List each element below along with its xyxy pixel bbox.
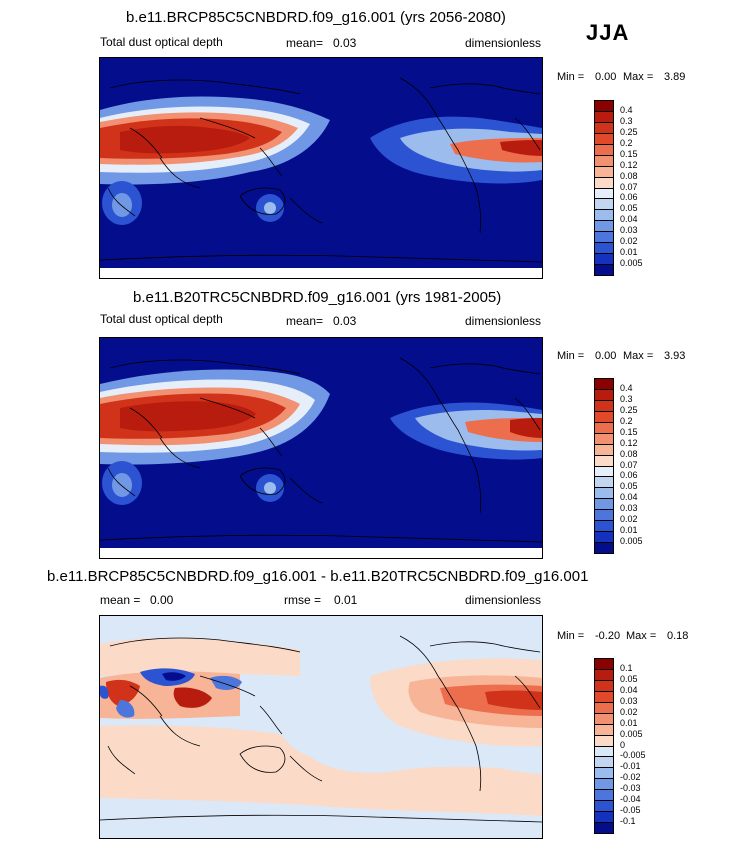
- colorbar-label: 0.03: [620, 225, 638, 236]
- panel-3-mean-value: 0.00: [150, 593, 174, 607]
- dust-plume-australia: [102, 461, 284, 505]
- panel-2-title: b.e11.B20TRC5CNBDRD.f09_g16.001 (yrs 198…: [133, 289, 502, 306]
- colorbar-label: 0.01: [620, 247, 638, 258]
- panel-1-map: [99, 57, 543, 279]
- colorbar-label: 0.15: [620, 426, 638, 437]
- colorbar-label: 0.05: [620, 673, 638, 684]
- colorbar-label: 0: [620, 739, 626, 750]
- dust-plume-atlantic: [390, 402, 542, 460]
- panel-2-mean-value: 0.03: [333, 314, 357, 328]
- colorbar-label: 0.12: [620, 159, 638, 170]
- panel-3-title: b.e11.BRCP85C5CNBDRD.f09_g16.001 - b.e11…: [47, 568, 589, 585]
- dust-plume-africa-asia: [100, 369, 330, 465]
- season-label: JJA: [586, 20, 630, 45]
- panel-3-min-label: Min =: [557, 630, 585, 642]
- colorbar-label: 0.07: [620, 181, 638, 192]
- panel-2-max-label: Max =: [623, 350, 654, 362]
- colorbar-box: [594, 264, 614, 276]
- panel-3-map: [99, 615, 543, 839]
- panel-1-min-label: Min =: [557, 71, 585, 83]
- panel-1-title: b.e11.BRCP85C5CNBDRD.f09_g16.001 (yrs 20…: [126, 9, 506, 26]
- colorbar-label: 0.005: [620, 728, 643, 739]
- panel-2-map: [99, 337, 543, 559]
- colorbar-label: 0.08: [620, 448, 638, 459]
- colorbar-label: 0.25: [620, 126, 638, 137]
- panel-1-mean-value: 0.03: [333, 36, 357, 50]
- colorbar-label: 0.04: [620, 492, 638, 503]
- panel-1-mean-label: mean=: [286, 36, 324, 50]
- coastlines: [100, 357, 542, 543]
- colorbar-label: -0.01: [620, 761, 641, 772]
- colorbar-label: 0.12: [620, 437, 638, 448]
- panel-3-max-label: Max =: [626, 630, 657, 642]
- colorbar-label: 0.4: [620, 104, 633, 115]
- colorbar-label: -0.05: [620, 805, 641, 816]
- panel-2-variable-label: Total dust optical depth: [100, 312, 223, 326]
- colorbar-label: -0.005: [620, 750, 646, 761]
- panel-3-rmse-value: 0.01: [334, 593, 358, 607]
- colorbar-label: 0.02: [620, 236, 638, 247]
- panel-1-variable-label: Total dust optical depth: [100, 35, 223, 49]
- panel-2-colorbar: 0.4 0.3 0.25 0.2 0.15 0.12 0.08 0.07 0.06 0.05 0.0…: [594, 378, 643, 554]
- colorbar-box: [594, 822, 614, 834]
- dust-plume-atlantic: [370, 116, 542, 184]
- colorbar-label: 0.04: [620, 684, 638, 695]
- panel-1-units: dimensionless: [465, 36, 542, 50]
- panel-3-rmse-label: rmse =: [284, 593, 322, 607]
- panel-1-colorbar: 0.4 0.3 0.25 0.2 0.15 0.12 0.08 0.07 0.06 0.05 0.0…: [594, 100, 643, 276]
- difference-dipole-africa-asia: [100, 668, 242, 719]
- panel-1-min-value: 0.00: [595, 71, 617, 83]
- colorbar-label: 0.15: [620, 148, 638, 159]
- colorbar-label: 0.03: [620, 503, 638, 514]
- colorbar-label: -0.1: [620, 816, 636, 827]
- colorbar-label: -0.02: [620, 772, 641, 783]
- panel-2-min-value: 0.00: [595, 350, 617, 362]
- colorbar-box: [594, 542, 614, 554]
- panel-3-max-value: 0.18: [667, 630, 689, 642]
- panel-3-colorbar: 0.1 0.05 0.04 0.03 0.02 0.01 0.005 0 -0.005 -0.01…: [594, 658, 646, 834]
- colorbar-label: 0.005: [620, 536, 643, 547]
- colorbar-label: 0.06: [620, 470, 638, 481]
- panel-3-min-value: -0.20: [595, 630, 621, 642]
- coastlines: [100, 635, 542, 823]
- difference-positive-regions: [100, 637, 542, 816]
- panel-2-mean-label: mean=: [286, 314, 324, 328]
- panel-2-max-value: 3.93: [664, 350, 686, 362]
- colorbar-label: 0.01: [620, 717, 638, 728]
- colorbar-label: 0.05: [620, 481, 638, 492]
- colorbar-label: 0.3: [620, 393, 633, 404]
- panel-1-max-value: 3.89: [664, 71, 686, 83]
- coastlines: [100, 77, 542, 263]
- colorbar-label: 0.02: [620, 514, 638, 525]
- colorbar-label: 0.3: [620, 115, 633, 126]
- colorbar-label: 0.02: [620, 706, 638, 717]
- colorbar-label: 0.01: [620, 525, 638, 536]
- colorbar-label: 0.005: [620, 258, 643, 269]
- colorbar-label: 0.04: [620, 214, 638, 225]
- panel-3-units: dimensionless: [465, 593, 542, 607]
- colorbar-label: -0.04: [620, 794, 641, 805]
- colorbar-label: 0.08: [620, 170, 638, 181]
- panel-2-units: dimensionless: [465, 314, 542, 328]
- panel-3-mean-label: mean =: [100, 593, 141, 607]
- colorbar-label: 0.1: [620, 662, 633, 673]
- panel-1-max-label: Max =: [623, 71, 654, 83]
- colorbar-label: 0.03: [620, 695, 638, 706]
- colorbar-label: 0.25: [620, 404, 638, 415]
- colorbar-label: 0.07: [620, 459, 638, 470]
- colorbar-label: -0.03: [620, 783, 641, 794]
- panel-2-min-label: Min =: [557, 350, 585, 362]
- colorbar-label: 0.2: [620, 137, 633, 148]
- colorbar-label: 0.06: [620, 192, 638, 203]
- colorbar-label: 0.4: [620, 382, 633, 393]
- dust-plume-africa-asia: [100, 96, 330, 185]
- colorbar-label: 0.05: [620, 203, 638, 214]
- colorbar-label: 0.2: [620, 415, 633, 426]
